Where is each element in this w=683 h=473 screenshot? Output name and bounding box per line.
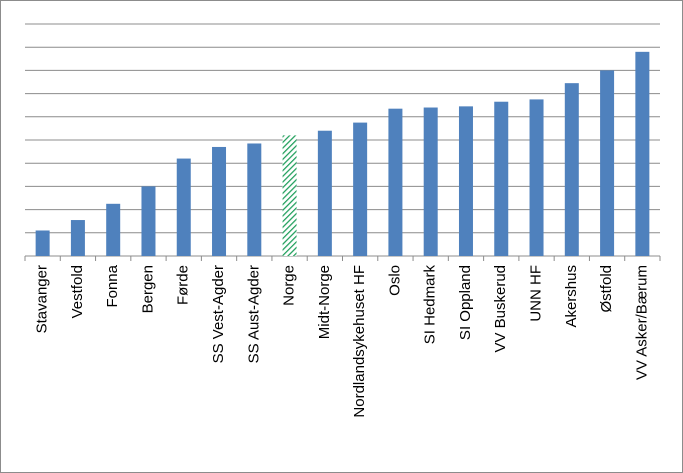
x-tick-label: Nordlandsykehuset HF xyxy=(351,265,368,418)
bar xyxy=(317,130,332,256)
bar xyxy=(247,143,262,256)
bar xyxy=(529,99,544,257)
x-tick-label: Akershus xyxy=(563,265,580,328)
x-tick-label: Bergen xyxy=(139,265,156,313)
bar xyxy=(212,146,227,256)
bar xyxy=(282,135,297,256)
x-tick-label: VV Asker/Bærum xyxy=(633,265,650,380)
x-tick-label: Østfold xyxy=(598,265,615,313)
x-tick-label: UNN HF xyxy=(527,265,544,322)
bar xyxy=(564,83,579,256)
x-tick-label: VV Buskerud xyxy=(492,265,509,353)
bar xyxy=(106,203,121,256)
x-tick-label: Oslo xyxy=(386,265,403,296)
x-tick-label: Stavanger xyxy=(34,265,51,333)
bar xyxy=(141,186,156,256)
x-tick-label: Førde xyxy=(175,265,192,305)
x-tick-label: Norge xyxy=(281,265,298,306)
bar xyxy=(423,107,438,257)
x-tick-label: Vestfold xyxy=(69,265,86,318)
bar xyxy=(458,106,473,256)
x-tick-label: SS Vest-Agder xyxy=(210,265,227,363)
bar xyxy=(176,158,191,256)
x-tick-label: Midt-Norge xyxy=(316,265,333,339)
x-tick-label: SI Hedmark xyxy=(422,265,439,345)
x-tick-label: SI Oppland xyxy=(457,265,474,340)
bar xyxy=(494,101,509,256)
bar xyxy=(353,122,368,256)
bar xyxy=(388,108,403,257)
bar xyxy=(600,70,615,257)
x-tick-label: SS Aust-Agder xyxy=(245,265,262,363)
x-tick-label: Fonna xyxy=(104,264,121,307)
bar xyxy=(635,51,650,257)
bar xyxy=(35,230,50,256)
bar xyxy=(70,220,85,256)
